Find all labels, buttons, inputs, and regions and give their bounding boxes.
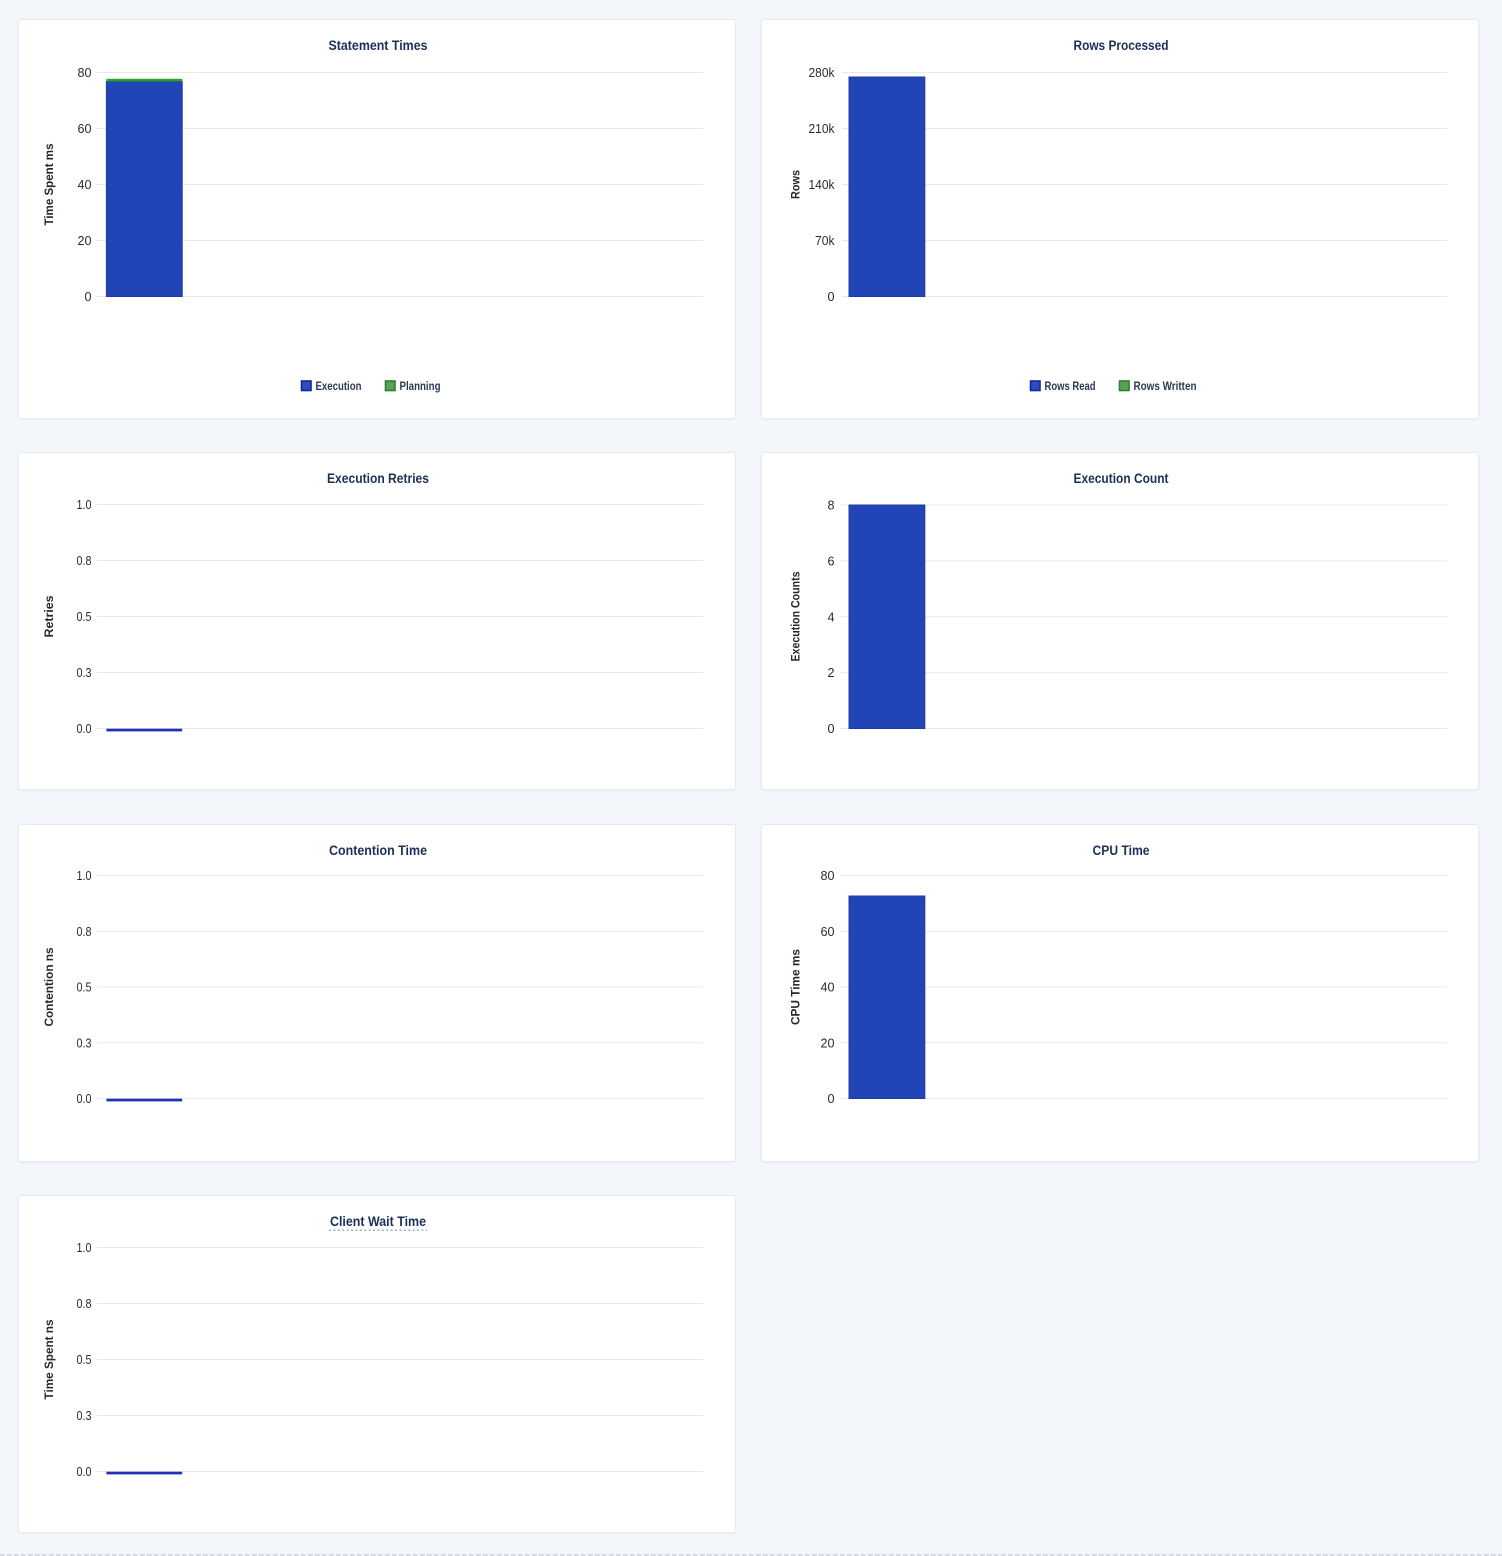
svg-text:0: 0	[827, 290, 834, 304]
svg-text:CPU Time ms: CPU Time ms	[788, 949, 802, 1025]
svg-text:0.8: 0.8	[76, 1297, 91, 1311]
svg-text:Retries: Retries	[42, 595, 56, 637]
svg-text:Execution Retries: Execution Retries	[327, 471, 429, 486]
svg-text:Execution Count: Execution Count	[1073, 471, 1168, 486]
svg-text:0: 0	[84, 290, 91, 304]
svg-text:Client Wait Time: Client Wait Time	[330, 1214, 426, 1229]
svg-text:0.0: 0.0	[76, 1092, 91, 1106]
svg-text:2: 2	[827, 666, 834, 680]
svg-text:Statement Times: Statement Times	[328, 38, 427, 53]
svg-text:Rows Read: Rows Read	[1044, 381, 1095, 393]
svg-text:0.8: 0.8	[76, 925, 91, 939]
svg-text:1.0: 1.0	[76, 1241, 91, 1255]
svg-text:210k: 210k	[808, 122, 835, 136]
svg-text:20: 20	[820, 1036, 834, 1050]
svg-text:Planning: Planning	[399, 381, 440, 393]
svg-text:Execution Counts: Execution Counts	[788, 571, 802, 661]
svg-text:0.5: 0.5	[76, 981, 91, 995]
svg-text:Time Spent ms: Time Spent ms	[42, 143, 56, 225]
svg-text:0.5: 0.5	[76, 1353, 91, 1367]
svg-text:0.3: 0.3	[76, 1409, 91, 1423]
svg-text:0: 0	[827, 722, 834, 736]
svg-text:4: 4	[827, 610, 834, 624]
svg-text:60: 60	[820, 925, 834, 939]
svg-text:20: 20	[77, 234, 91, 248]
svg-text:8: 8	[827, 499, 834, 513]
svg-text:Contention Time: Contention Time	[329, 843, 427, 858]
svg-text:60: 60	[77, 122, 91, 136]
svg-text:0.3: 0.3	[76, 1036, 91, 1050]
svg-text:80: 80	[820, 869, 834, 883]
svg-text:0.0: 0.0	[76, 1465, 91, 1479]
svg-text:1.0: 1.0	[76, 869, 91, 883]
svg-text:Rows Written: Rows Written	[1133, 381, 1196, 393]
svg-text:40: 40	[820, 981, 834, 995]
svg-text:40: 40	[77, 178, 91, 192]
svg-text:1.0: 1.0	[76, 498, 91, 512]
svg-text:0.0: 0.0	[76, 722, 91, 736]
svg-text:280k: 280k	[808, 66, 835, 80]
svg-text:80: 80	[77, 66, 91, 80]
svg-text:Rows Processed: Rows Processed	[1073, 38, 1168, 53]
svg-text:0.8: 0.8	[76, 554, 91, 568]
svg-text:Time Spent ns: Time Spent ns	[42, 1319, 56, 1399]
svg-text:Execution: Execution	[315, 381, 361, 393]
svg-text:6: 6	[827, 554, 834, 568]
svg-text:Contention ns: Contention ns	[42, 947, 56, 1026]
svg-text:140k: 140k	[808, 178, 835, 192]
svg-text:0.3: 0.3	[76, 666, 91, 680]
svg-text:CPU Time: CPU Time	[1092, 843, 1149, 858]
svg-text:70k: 70k	[815, 234, 835, 248]
svg-text:Rows: Rows	[788, 170, 802, 199]
svg-text:0.5: 0.5	[76, 610, 91, 624]
svg-text:0: 0	[827, 1092, 834, 1106]
